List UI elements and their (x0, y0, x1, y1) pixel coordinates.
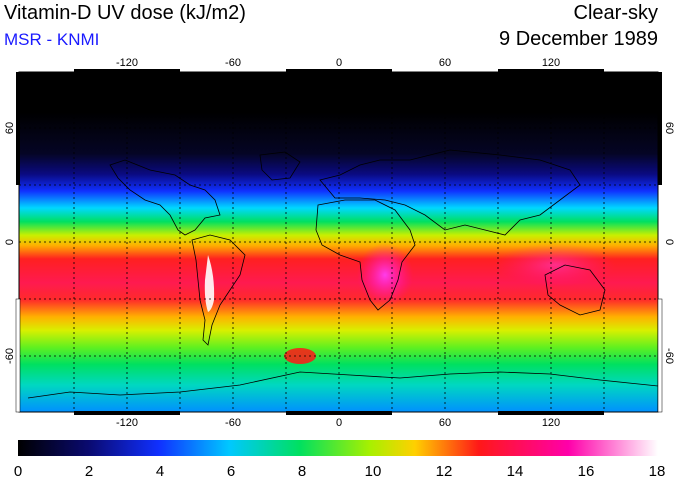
source-label: MSR - KNMI (4, 30, 100, 49)
lon-tick-label: 60 (439, 57, 451, 69)
africa-outline (315, 199, 416, 311)
lat-tick-label: -60 (4, 348, 16, 364)
colorbar-tick-label: 2 (85, 463, 93, 480)
lon-tick-label: -60 (225, 57, 241, 69)
lat-tick-label: 60 (663, 122, 675, 134)
lat-ticks-left: 60 0 -60 (4, 122, 16, 364)
axis-frame-bars (15, 69, 663, 415)
lon-tick-label: 120 (542, 57, 560, 69)
antarctica-outline (27, 371, 659, 399)
lat-tick-label: 0 (663, 239, 675, 245)
colorbar-tick-label: 16 (578, 463, 595, 480)
colorbar-tick-label: 14 (507, 463, 524, 480)
graticule (19, 72, 658, 412)
pacific-high-dose (495, 243, 615, 287)
andes-high-dose (204, 255, 215, 312)
eurasia-outline (319, 149, 581, 236)
colorbar-tick-label: 4 (156, 463, 164, 480)
colorbar-tick-label: 0 (14, 463, 22, 480)
south-america-outline (191, 234, 246, 346)
date-label: 9 December 1989 (499, 28, 658, 50)
colorbar-tick-label: 6 (227, 463, 235, 480)
colorbar-tick-label: 18 (649, 463, 666, 480)
lat-ticks-right: 60 0 -60 (663, 122, 675, 364)
lon-tick-label: -60 (225, 417, 241, 429)
lon-tick-label: 0 (336, 417, 342, 429)
map-title: Vitamin-D UV dose (kJ/m2) (4, 2, 246, 24)
lat-tick-label: 0 (4, 239, 16, 245)
lat-tick-label: -60 (663, 348, 675, 364)
lon-tick-label: 60 (439, 417, 451, 429)
colorbar (18, 440, 658, 456)
greenland-outline (259, 151, 301, 181)
sky-condition-label: Clear-sky (573, 2, 658, 24)
lon-ticks-bottom: -120 -60 0 60 120 (116, 417, 560, 429)
lon-tick-label: 0 (336, 57, 342, 69)
map-field (18, 71, 659, 413)
australia-outline (544, 264, 606, 316)
lon-tick-label: -120 (116, 417, 138, 429)
colorbar-tick-label: 8 (298, 463, 306, 480)
lon-tick-label: 120 (542, 417, 560, 429)
lat-tick-label: 60 (4, 122, 16, 134)
north-america-outline (109, 159, 221, 236)
lon-tick-label: -120 (116, 57, 138, 69)
africa-high-dose (357, 243, 413, 307)
lon-ticks-top: -120 -60 0 60 120 (116, 57, 560, 69)
colorbar-tick-label: 12 (436, 463, 453, 480)
colorbar-gradient (18, 440, 658, 456)
colorbar-ticks: 0 2 4 6 8 10 12 14 16 18 (14, 463, 666, 480)
colorbar-tick-label: 10 (365, 463, 382, 480)
coastlines (27, 149, 659, 399)
